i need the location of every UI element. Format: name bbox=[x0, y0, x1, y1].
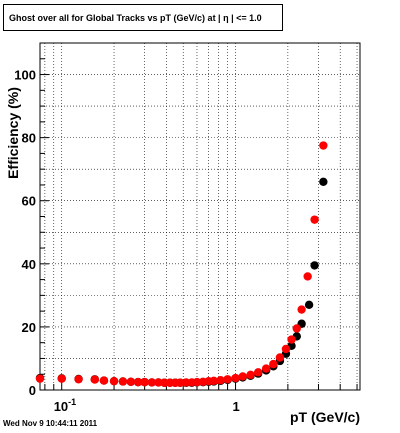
data-point-series-2 bbox=[310, 215, 319, 224]
grid-lines bbox=[40, 42, 360, 390]
data-point-series-2 bbox=[209, 376, 219, 386]
data-point-series-2 bbox=[281, 344, 291, 354]
data-point-series-2 bbox=[90, 375, 100, 384]
data-point-series-2 bbox=[303, 272, 312, 281]
data-point-series-2 bbox=[319, 141, 328, 150]
data-point-series-1 bbox=[319, 177, 328, 186]
data-point-series-2 bbox=[297, 305, 306, 314]
data-point-series-2 bbox=[140, 377, 149, 387]
data-point-series-2 bbox=[269, 359, 278, 369]
data-point-series-2 bbox=[57, 374, 66, 383]
data-point-series-2 bbox=[118, 377, 128, 386]
timestamp: Wed Nov 9 10:44:11 2011 bbox=[3, 419, 98, 428]
data-point-series-2 bbox=[133, 377, 143, 387]
data-point-series-2 bbox=[223, 375, 232, 384]
y-axis-title: Efficiency (%) bbox=[5, 87, 21, 179]
data-point-series-2 bbox=[99, 376, 109, 385]
chart-title: Ghost over all for Global Tracks vs pT (… bbox=[3, 4, 283, 31]
x-axis-title: pT (GeV/c) bbox=[290, 409, 360, 425]
axes: 0 20 40 60 80 100 10-1 1 bbox=[14, 42, 358, 414]
data-point-series-2 bbox=[154, 378, 163, 387]
data-point-series-2 bbox=[261, 364, 271, 373]
y-tick-label: 80 bbox=[22, 131, 36, 146]
data-point-series-2 bbox=[253, 368, 263, 377]
data-point-series-2 bbox=[126, 377, 136, 386]
data-point-series-2 bbox=[74, 375, 83, 384]
data-point-series-2 bbox=[292, 324, 301, 333]
data-point-series-2 bbox=[231, 373, 240, 383]
data-point-series-1 bbox=[304, 300, 314, 310]
data-point-series-2 bbox=[192, 377, 202, 387]
data-point-series-2 bbox=[216, 376, 225, 385]
y-tick-label: 20 bbox=[22, 320, 36, 335]
x-tick-label: 10-1 bbox=[54, 397, 76, 414]
data-point-series-2 bbox=[238, 372, 247, 381]
x-tick-exponent: -1 bbox=[68, 397, 76, 407]
y-tick-label: 40 bbox=[22, 257, 36, 272]
data-point-series-2 bbox=[109, 376, 119, 386]
data-point-series-2 bbox=[175, 378, 185, 387]
data-point-series-2 bbox=[147, 378, 157, 387]
data-point-series-2 bbox=[287, 335, 296, 344]
y-tick-label: 0 bbox=[29, 383, 36, 398]
data-points bbox=[35, 141, 328, 387]
y-tick-label: 60 bbox=[22, 194, 36, 209]
x-tick-label: 1 bbox=[233, 399, 240, 414]
data-point-series-2 bbox=[35, 374, 45, 383]
data-point-series-1 bbox=[310, 261, 319, 270]
data-point-series-2 bbox=[275, 353, 285, 362]
y-tick-label: 100 bbox=[14, 68, 36, 83]
data-point-series-2 bbox=[246, 370, 255, 380]
